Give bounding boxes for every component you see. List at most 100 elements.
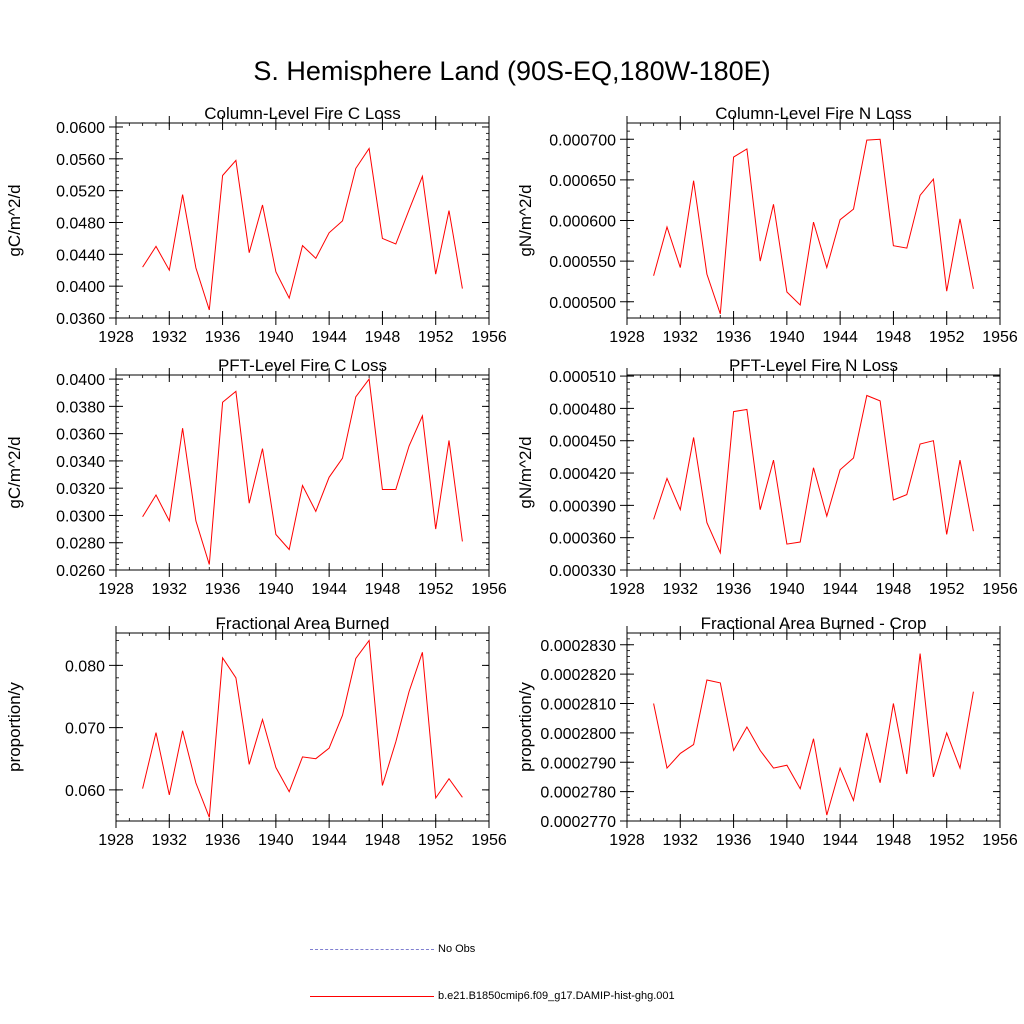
plot-frame (626, 122, 1001, 319)
y-tick-label: 0.070 (65, 721, 105, 738)
y-tick-label: 0.0560 (56, 152, 105, 169)
y-tick-label: 0.000650 (549, 173, 616, 190)
y-tick-label: 0.0002810 (540, 697, 616, 714)
x-tick-label: 1928 (98, 329, 134, 346)
y-tick-label: 0.000420 (549, 466, 616, 483)
series-line (142, 377, 463, 565)
panel-title: PFT-Level Fire C Loss (218, 356, 387, 375)
y-axis-label: proportion/y (516, 682, 535, 772)
y-tick-label: 0.0002800 (540, 726, 616, 743)
x-tick-label: 1944 (311, 581, 347, 598)
y-axis-label: proportion/y (5, 682, 24, 772)
x-tick-label: 1952 (929, 832, 965, 849)
y-tick-label: 0.000450 (549, 434, 616, 451)
y-axis-label: gN/m^2/d (516, 436, 535, 508)
legend-dashed-line-swatch (310, 948, 434, 950)
x-tick-label: 1948 (365, 832, 401, 849)
y-tick-label: 0.0440 (56, 247, 105, 264)
x-tick-label: 1936 (205, 329, 241, 346)
y-tick-label: 0.000500 (549, 295, 616, 312)
x-tick-label: 1948 (876, 832, 912, 849)
y-tick-label: 0.000550 (549, 254, 616, 271)
y-tick-label: 0.0480 (56, 215, 105, 232)
y-tick-label: 0.0520 (56, 184, 105, 201)
x-tick-label: 1956 (982, 581, 1018, 598)
legend-solid-line-swatch (310, 995, 434, 997)
x-tick-label: 1944 (822, 581, 858, 598)
panel-title: Column-Level Fire C Loss (204, 104, 401, 123)
x-tick-label: 1952 (929, 581, 965, 598)
legend-item-model-run: b.e21.B1850cmip6.f09_g17.DAMIP-hist-ghg.… (310, 990, 675, 1002)
x-tick-label: 1940 (258, 581, 294, 598)
plot-frame (115, 374, 490, 571)
x-tick-label: 1932 (151, 832, 187, 849)
panel-title: PFT-Level Fire N Loss (729, 356, 898, 375)
y-tick-label: 0.000600 (549, 214, 616, 231)
panel-title: Column-Level Fire N Loss (715, 104, 912, 123)
y-tick-label: 0.000480 (549, 401, 616, 418)
plot-frame (115, 632, 490, 822)
x-tick-label: 1952 (929, 329, 965, 346)
x-tick-label: 1956 (471, 581, 507, 598)
y-tick-label: 0.0002770 (540, 814, 616, 831)
y-tick-label: 0.000700 (549, 132, 616, 149)
x-tick-label: 1940 (769, 832, 805, 849)
x-tick-label: 1956 (982, 329, 1018, 346)
y-axis-label: gC/m^2/d (5, 436, 24, 508)
x-tick-label: 1932 (151, 329, 187, 346)
y-tick-label: 0.0600 (56, 120, 105, 137)
x-tick-label: 1940 (258, 329, 294, 346)
plot-frame (626, 374, 1001, 571)
x-tick-label: 1940 (258, 832, 294, 849)
panel-title: Fractional Area Burned (216, 614, 390, 633)
y-tick-label: 0.0300 (56, 508, 105, 525)
series-line (142, 147, 463, 311)
x-tick-label: 1944 (311, 832, 347, 849)
x-tick-label: 1932 (662, 832, 698, 849)
y-tick-label: 0.000330 (549, 563, 616, 580)
x-tick-label: 1948 (876, 581, 912, 598)
y-tick-label: 0.0002820 (540, 667, 616, 684)
y-tick-label: 0.0380 (56, 399, 105, 416)
x-tick-label: 1948 (876, 329, 912, 346)
y-tick-label: 0.080 (65, 658, 105, 675)
series-line (653, 653, 974, 816)
x-tick-label: 1932 (151, 581, 187, 598)
x-tick-label: 1928 (609, 832, 645, 849)
legend-item-no-obs: No Obs (310, 943, 475, 955)
x-tick-label: 1952 (418, 581, 454, 598)
x-tick-label: 1928 (98, 832, 134, 849)
y-tick-label: 0.0280 (56, 536, 105, 553)
y-axis-label: gC/m^2/d (5, 184, 24, 256)
x-tick-label: 1956 (982, 832, 1018, 849)
x-tick-label: 1944 (311, 329, 347, 346)
legend-label-no-obs: No Obs (438, 943, 476, 955)
y-tick-label: 0.0002830 (540, 638, 616, 655)
x-tick-label: 1944 (822, 832, 858, 849)
x-tick-label: 1936 (716, 832, 752, 849)
x-tick-label: 1948 (365, 329, 401, 346)
x-tick-label: 1928 (98, 581, 134, 598)
x-tick-label: 1936 (716, 581, 752, 598)
x-tick-label: 1940 (769, 581, 805, 598)
y-tick-label: 0.0400 (56, 372, 105, 389)
y-tick-label: 0.0400 (56, 279, 105, 296)
x-tick-label: 1936 (205, 832, 241, 849)
plot-frame (115, 122, 490, 319)
series-line (653, 138, 974, 315)
x-tick-label: 1956 (471, 832, 507, 849)
x-tick-label: 1948 (365, 581, 401, 598)
y-tick-label: 0.000390 (549, 498, 616, 515)
x-tick-label: 1932 (662, 581, 698, 598)
x-tick-label: 1944 (822, 329, 858, 346)
y-tick-label: 0.000510 (549, 369, 616, 386)
x-tick-label: 1956 (471, 329, 507, 346)
figure-title: S. Hemisphere Land (90S-EQ,180W-180E) (253, 56, 771, 86)
y-tick-label: 0.0002790 (540, 755, 616, 772)
y-tick-label: 0.000360 (549, 531, 616, 548)
x-tick-label: 1952 (418, 329, 454, 346)
legend-label-model-run: b.e21.B1850cmip6.f09_g17.DAMIP-hist-ghg.… (438, 990, 675, 1002)
y-tick-label: 0.0360 (56, 311, 105, 328)
y-tick-label: 0.0360 (56, 427, 105, 444)
